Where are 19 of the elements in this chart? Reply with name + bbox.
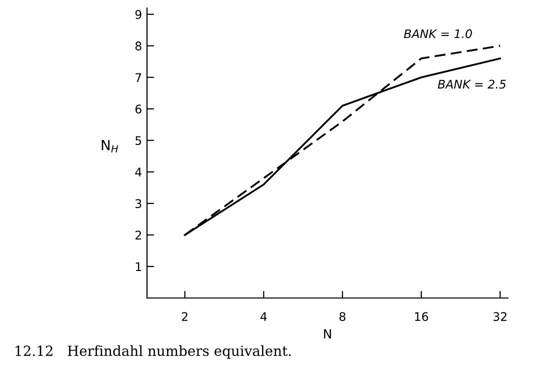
y-tick-label: 5 [136,136,142,146]
x-tick-label: 16 [415,312,428,322]
x-tick-label: 8 [340,312,346,322]
y-tick-label: 4 [135,168,142,176]
series-label: BANK = 2.5 [438,80,506,89]
text: 12.12 Herfindahl numbers equivalent. [16,345,291,359]
x-tick-label: 2 [182,312,188,321]
y-tick-label: 7 [136,73,142,82]
y-tick-label: 3 [136,199,142,208]
series-label: BANK = 1.0 [404,29,472,38]
y-tick-label: 9 [135,10,142,19]
x-tick-label: 4 [260,312,267,321]
x-axis-title: N [324,329,331,338]
x-tick-label: 32 [494,312,506,322]
y-tick-label: 6 [135,104,142,114]
y-axis-title: N$_{H}$ [102,140,118,152]
y-tick-label: 8 [135,42,142,50]
y-tick-label: 1 [136,262,142,271]
y-tick-label: 2 [135,230,141,240]
